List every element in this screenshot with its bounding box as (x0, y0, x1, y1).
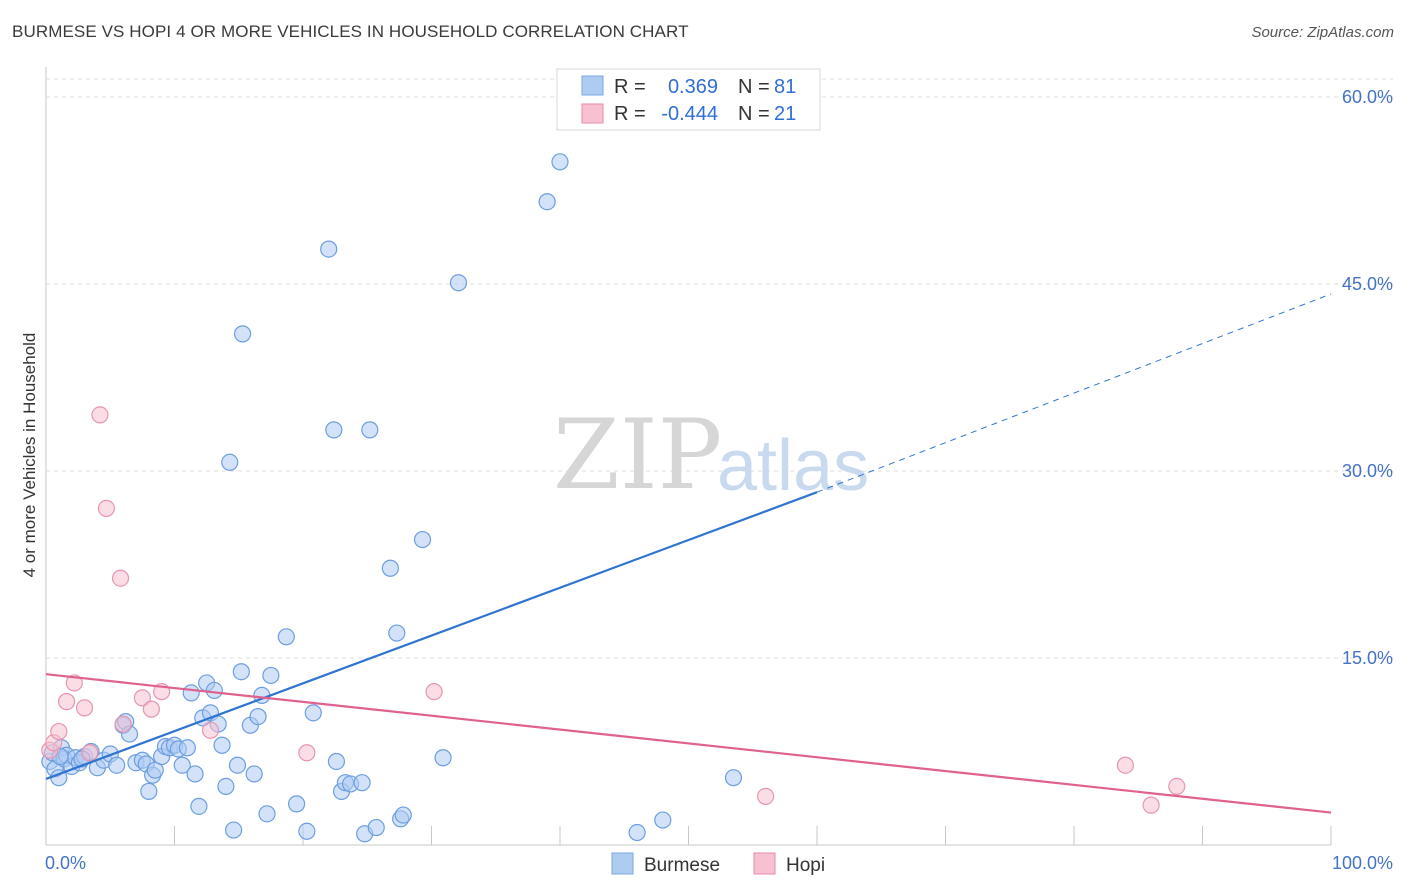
hopi-point-3 (57, 693, 76, 711)
legend-swatch-hopi (581, 103, 604, 124)
hopi-point-4 (65, 674, 83, 692)
burmese-point-32 (182, 684, 200, 702)
hopi-point-8 (97, 499, 115, 517)
legend-n-label-hopi: N = (738, 103, 770, 125)
bottom-legend: Burmese Hopi (611, 852, 825, 876)
burmese-trend-extension (816, 293, 1332, 493)
chart-title: BURMESE VS HOPI 4 OR MORE VEHICLES IN HO… (12, 22, 689, 41)
hopi-point-18 (1116, 756, 1135, 774)
burmese-point-65 (361, 421, 379, 439)
burmese-point-73 (449, 274, 468, 292)
legend-r-value-hopi: -0.444 (661, 103, 718, 125)
tick-labels: 15.0% 30.0% 45.0% 60.0% 0.0% 100.0% (45, 87, 1393, 873)
hopi-point-5 (75, 699, 94, 717)
burmese-point-46 (234, 325, 252, 343)
hopi-point-20 (1168, 777, 1186, 796)
burmese-point-44 (228, 756, 247, 774)
legend-n-value-hopi: 21 (774, 103, 796, 125)
hopi-point-15 (298, 744, 316, 762)
watermark-atlas: atlas (717, 426, 869, 506)
burmese-point-45 (232, 663, 250, 681)
hopi-point-16 (425, 683, 443, 701)
burmese-point-55 (298, 822, 316, 840)
hopi-point-6 (81, 744, 99, 762)
hopi-point-2 (50, 722, 68, 741)
burmese-point-51 (258, 805, 276, 823)
burmese-point-15 (108, 756, 126, 774)
bottom-legend-swatch-hopi (753, 852, 776, 875)
y-tick-label-60: 60.0% (1342, 87, 1393, 107)
burmese-point-53 (277, 628, 295, 646)
trend-lines (45, 293, 1332, 814)
legend-swatch-burmese (581, 75, 604, 96)
hopi-point-14 (201, 721, 220, 739)
burmese-point-49 (249, 707, 267, 726)
legend: R = 0.369 N = 81 R = -0.444 N = 21 (556, 68, 821, 131)
hopi-point-17 (756, 787, 775, 805)
legend-r-value-burmese: 0.369 (668, 76, 718, 98)
burmese-point-66 (367, 818, 385, 837)
bottom-legend-swatch-burmese (611, 852, 634, 875)
burmese-point-71 (413, 530, 432, 549)
burmese-trend-line (45, 491, 818, 780)
burmese-point-77 (654, 811, 672, 829)
burmese-point-22 (140, 782, 158, 800)
burmese-point-48 (245, 765, 263, 783)
data-points (41, 153, 1186, 843)
burmese-point-54 (287, 795, 306, 813)
burmese-point-31 (178, 739, 196, 757)
burmese-point-38 (205, 681, 223, 700)
burmese-point-59 (327, 752, 346, 771)
legend-n-label-burmese: N = (738, 76, 770, 98)
hopi-point-12 (142, 700, 160, 718)
watermark-zip: ZIP (553, 399, 722, 511)
burmese-point-78 (724, 769, 743, 787)
bottom-legend-label-burmese: Burmese (644, 855, 720, 876)
burmese-point-57 (320, 240, 338, 258)
burmese-point-33 (186, 765, 204, 783)
burmese-point-74 (538, 193, 556, 211)
burmese-point-30 (173, 756, 191, 774)
source-label: Source: ZipAtlas.com (1251, 24, 1394, 41)
burmese-point-40 (213, 736, 231, 754)
burmese-point-68 (388, 624, 406, 642)
hopi-point-10 (114, 715, 132, 733)
watermark: ZIP atlas (553, 399, 869, 511)
burmese-point-34 (190, 797, 208, 815)
burmese-point-70 (394, 806, 412, 824)
burmese-point-76 (628, 823, 646, 842)
y-tick-label-45: 45.0% (1342, 274, 1393, 294)
y-axis-title: 4 or more Vehicles in Household (20, 333, 39, 578)
burmese-point-42 (221, 453, 239, 471)
bottom-legend-label-hopi: Hopi (786, 855, 825, 876)
y-tick-label-30: 30.0% (1342, 461, 1393, 481)
legend-n-value-burmese: 81 (774, 76, 796, 98)
hopi-point-11 (133, 689, 151, 707)
legend-r-label-burmese: R = (614, 76, 646, 98)
hopi-point-7 (91, 406, 109, 424)
burmese-point-43 (225, 821, 243, 839)
burmese-point-75 (551, 153, 569, 171)
burmese-point-72 (434, 749, 452, 767)
gridlines (46, 78, 1393, 659)
burmese-point-58 (325, 421, 343, 439)
legend-r-label-hopi: R = (614, 103, 646, 125)
burmese-point-63 (353, 774, 371, 792)
burmese-point-67 (381, 559, 399, 577)
burmese-point-56 (304, 704, 322, 722)
y-tick-label-15: 15.0% (1342, 648, 1393, 668)
x-tick-label-0: 0.0% (45, 853, 86, 873)
hopi-trend-line (45, 673, 1332, 814)
burmese-point-41 (217, 777, 235, 796)
x-tick-label-100: 100.0% (1332, 853, 1393, 873)
hopi-point-19 (1142, 796, 1160, 814)
hopi-point-9 (111, 569, 130, 587)
burmese-point-52 (262, 666, 280, 685)
